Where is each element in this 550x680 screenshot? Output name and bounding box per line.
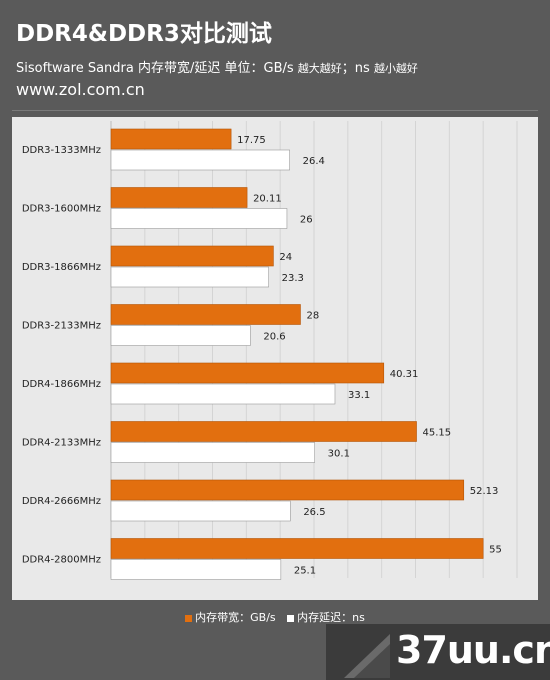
bar-latency: [110, 266, 269, 288]
legend-swatch-latency: [287, 614, 295, 622]
data-label-bandwidth: 24: [279, 252, 292, 263]
bar-bandwidth: [110, 187, 248, 208]
bar-latency: [110, 500, 291, 522]
legend-label-latency: 内存延迟：ns: [297, 611, 365, 624]
bar-bandwidth: [110, 304, 301, 325]
bar-bandwidth: [110, 245, 274, 267]
category-label: DDR3-1333MHz: [22, 145, 101, 156]
data-label-latency: 23.3: [282, 273, 304, 284]
bar-bandwidth: [110, 479, 465, 501]
data-label-bandwidth: 17.75: [237, 135, 266, 146]
data-label-latency: 30.1: [328, 449, 350, 460]
bar-latency: [110, 149, 290, 171]
bar-latency: [110, 383, 336, 405]
legend-item-bandwidth: 内存带宽：GB/s: [185, 611, 276, 624]
data-label-bandwidth: 20.11: [253, 194, 282, 205]
bar-bandwidth: [110, 128, 232, 150]
legend: 内存带宽：GB/s 内存延迟：ns: [0, 609, 550, 625]
category-label: DDR3-2133MHz: [22, 321, 101, 332]
bar-bandwidth: [110, 421, 417, 442]
legend-label-bandwidth: 内存带宽：GB/s: [195, 611, 276, 624]
data-label-latency: 26: [300, 215, 313, 226]
category-label: DDR3-1866MHz: [22, 262, 101, 273]
category-label: DDR4-2133MHz: [22, 438, 101, 449]
legend-swatch-bandwidth: [185, 614, 193, 622]
chart-subtitle: Sisoftware Sandra 内存带宽/延迟 单位：GB/s 越大越好；n…: [16, 57, 418, 76]
data-label-latency: 26.4: [303, 156, 325, 167]
legend-item-latency: 内存延迟：ns: [287, 611, 365, 624]
subtitle-note-smaller: 越小越好: [373, 62, 418, 75]
plot-area: [12, 117, 538, 600]
bar-latency: [110, 442, 315, 463]
chart-title: DDR4&DDR3对比测试: [16, 21, 272, 47]
data-label-latency: 20.6: [263, 332, 285, 343]
watermark-logo-icon: [344, 634, 390, 678]
watermark-text: 37uu.cn: [396, 628, 550, 672]
category-label: DDR4-2800MHz: [22, 555, 101, 566]
data-label-bandwidth: 55: [489, 545, 502, 556]
data-label-bandwidth: 28: [306, 311, 319, 322]
data-label-bandwidth: 52.13: [470, 486, 499, 497]
data-label-bandwidth: 40.31: [390, 369, 419, 380]
data-label-latency: 26.5: [303, 507, 325, 518]
subtitle-note-bigger: 越大越好: [297, 62, 342, 75]
bar-bandwidth: [110, 538, 484, 559]
data-label-bandwidth: 45.15: [423, 428, 452, 439]
bar-chart: DDR3-1333MHz 17.75 26.4 DDR3-1600MHz 20.11 26…: [12, 117, 538, 600]
category-label: DDR3-1600MHz: [22, 204, 101, 215]
site-url: www.zol.com.cn: [16, 80, 145, 99]
bar-latency: [110, 559, 282, 580]
bar-latency: [110, 325, 251, 346]
header-divider: [12, 110, 538, 111]
data-label-latency: 25.1: [294, 566, 316, 577]
category-label: DDR4-1866MHz: [22, 379, 101, 390]
bar-latency: [110, 208, 288, 229]
data-label-latency: 33.1: [348, 390, 370, 401]
bar-bandwidth: [110, 362, 385, 384]
subtitle-main: Sisoftware Sandra 内存带宽/延迟 单位：GB/s: [16, 61, 298, 76]
category-label: DDR4-2666MHz: [22, 496, 101, 507]
subtitle-mid: ；ns: [341, 61, 374, 76]
